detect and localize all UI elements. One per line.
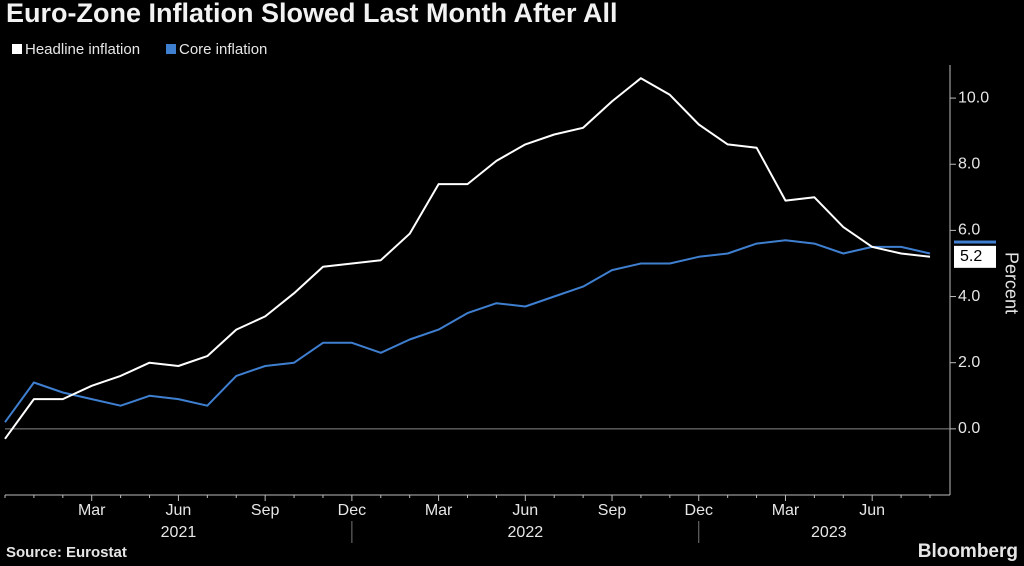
series-line [4,77,931,440]
y-tick-label: 8.0 [958,155,980,172]
x-year-label: 2023 [811,524,847,541]
legend-label: Core inflation [179,41,267,58]
x-tick-label: Mar [772,502,800,519]
x-tick-label: Sep [598,502,627,519]
x-year-label: 2021 [161,524,197,541]
x-tick-label: Dec [338,502,366,519]
x-tick-label: Mar [425,502,453,519]
x-tick-label: Sep [251,502,280,519]
legend-swatch [12,44,22,54]
brand: Bloomberg [918,541,1018,562]
legend-label: Headline inflation [25,41,140,58]
y-axis-label: Percent [1001,252,1021,314]
value-label-box [954,245,996,268]
value-label: 5.2 [960,248,982,265]
y-tick-label: 0.0 [958,420,980,437]
x-tick-label: Jun [512,502,538,519]
value-label-edge [954,240,996,244]
x-tick-label: Jun [859,502,885,519]
y-tick-label: 4.0 [958,288,980,305]
series-line [4,239,931,423]
source: Source: Eurostat [6,544,127,561]
y-tick-label: 2.0 [958,354,980,371]
y-tick-label: 6.0 [958,222,980,239]
x-tick-label: Mar [78,502,106,519]
x-year-label: 2022 [508,524,544,541]
legend-swatch [166,44,176,54]
y-tick-label: 10.0 [958,89,989,106]
chart-title: Euro-Zone Inflation Slowed Last Month Af… [6,0,617,28]
x-tick-label: Dec [685,502,713,519]
x-tick-label: Jun [166,502,192,519]
